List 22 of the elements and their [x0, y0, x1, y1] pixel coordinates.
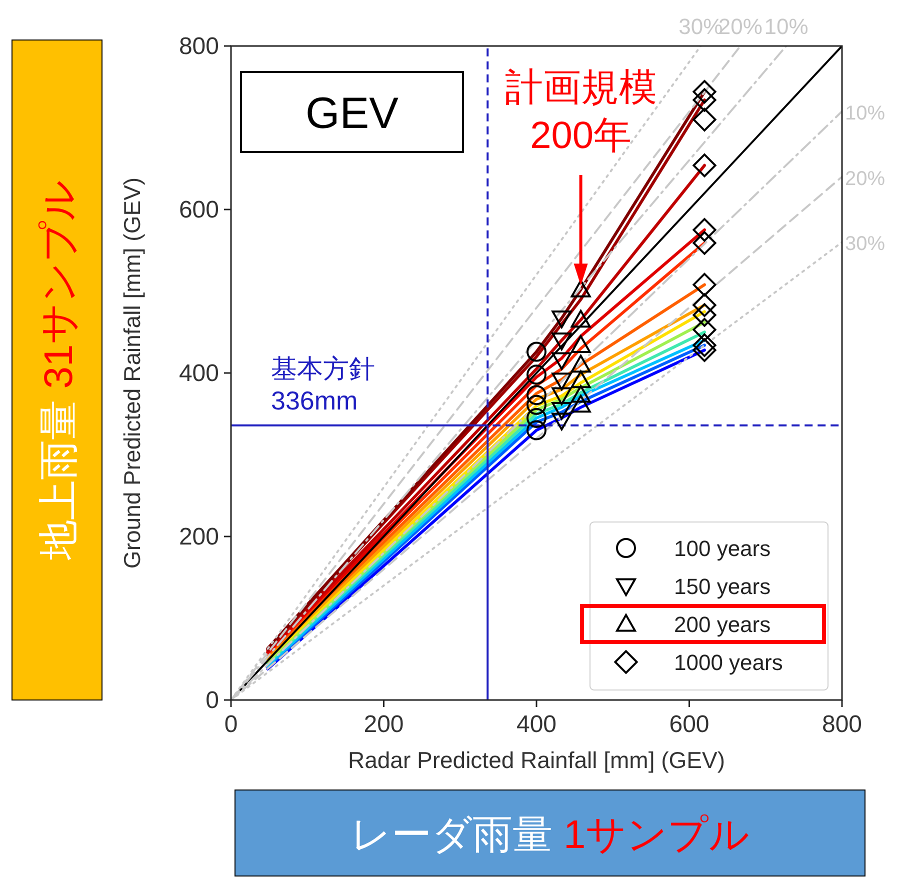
- arrow-annotation: 計画規模 200年: [504, 67, 657, 286]
- side-label-radar: レーダ雨量 1サンプル: [234, 790, 866, 876]
- x-tick-label: 400: [516, 711, 557, 738]
- legend-label: 100 years: [674, 536, 771, 561]
- y-tick-label: 0: [206, 687, 219, 714]
- legend-label: 200 years: [674, 612, 771, 637]
- side-label-ground: 地上雨量 31サンプル: [12, 40, 102, 700]
- x-tick-label: 600: [669, 711, 710, 738]
- text: GEV: [306, 89, 400, 138]
- x-tick-label: 200: [364, 711, 404, 738]
- y-tick-label: 600: [178, 196, 219, 224]
- x-tick-label: 0: [224, 711, 238, 738]
- x-axis-title: Radar Predicted Rainfall [mm] (GEV): [348, 747, 726, 773]
- x-tick-label: 800: [822, 711, 862, 738]
- y-tick-label: 400: [178, 360, 219, 387]
- y-tick-label: 800: [178, 33, 219, 60]
- ref-line-label: 基本方針 336mm: [271, 353, 375, 416]
- annotation: 計画規模 200年: [504, 67, 657, 157]
- legend-label: 1000 years: [674, 650, 783, 675]
- y-tick-label: 200: [178, 524, 219, 550]
- legend-label: 150 years: [674, 574, 771, 599]
- y-axis-title: Ground Predicted Rainfall [mm] (GEV): [119, 177, 145, 569]
